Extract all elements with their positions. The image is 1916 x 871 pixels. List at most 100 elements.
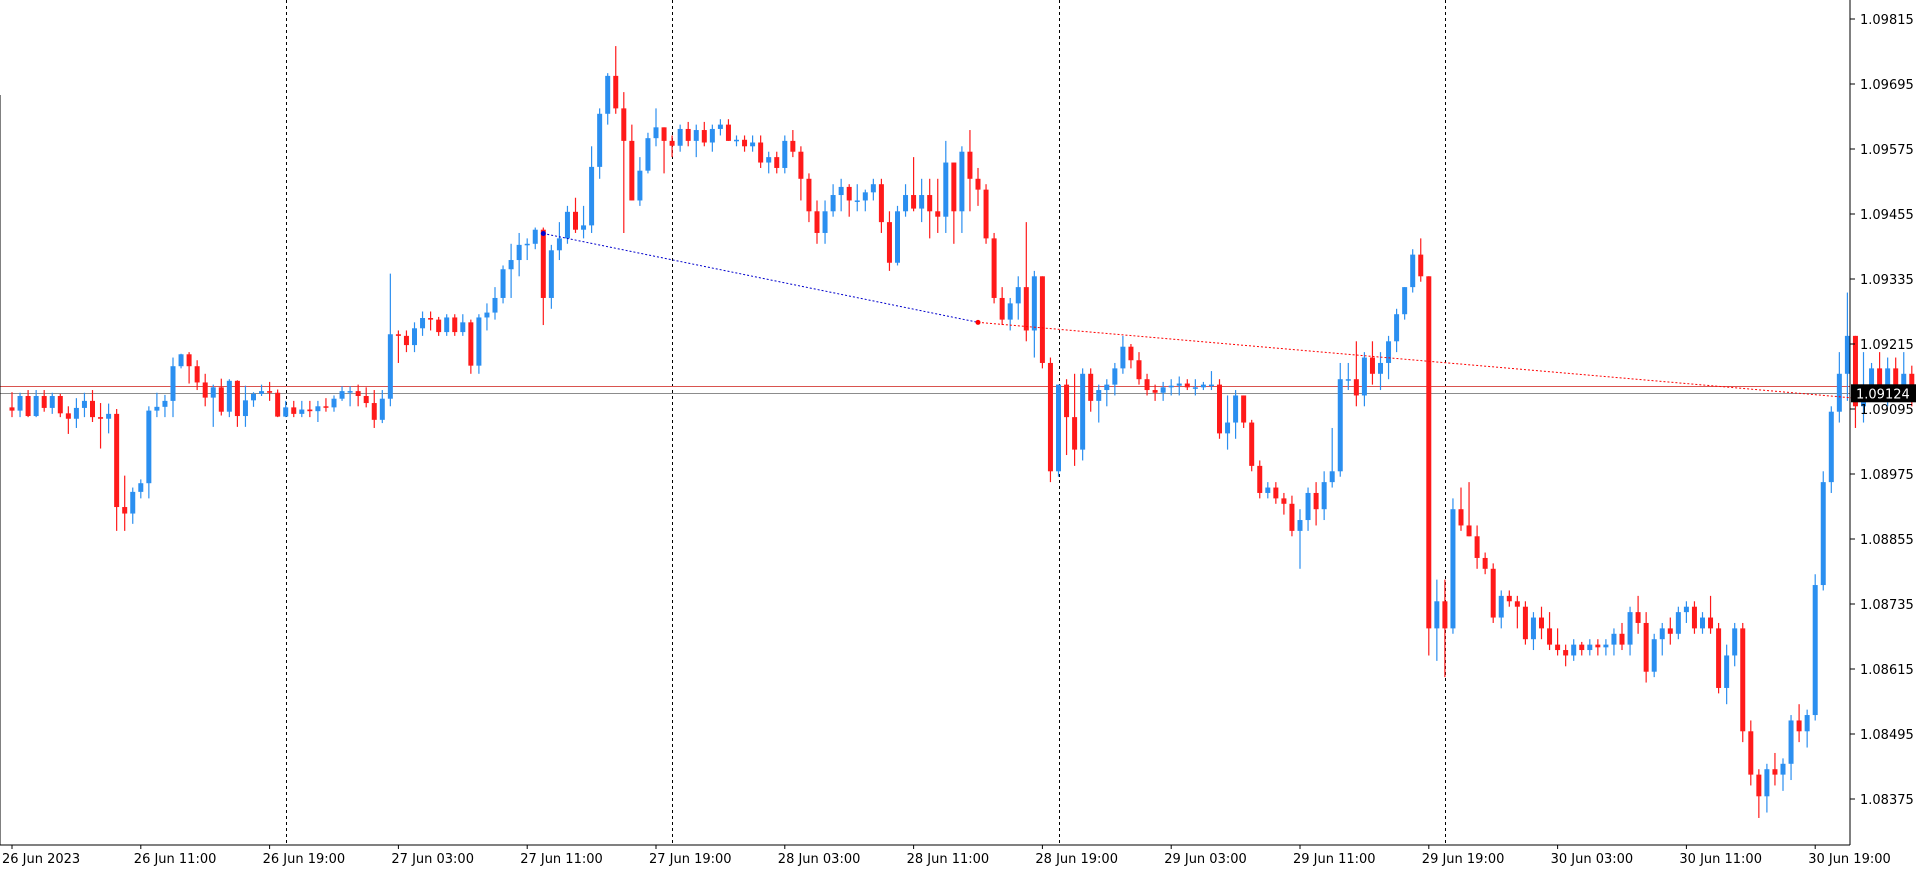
candle-body — [452, 317, 457, 332]
candle — [1217, 379, 1222, 439]
candle-body — [1797, 720, 1802, 731]
candle-body — [203, 382, 208, 397]
current-price-label: 1.09124 — [1856, 387, 1910, 402]
x-tick-label: 27 Jun 03:00 — [391, 852, 474, 867]
candle — [1652, 634, 1657, 677]
x-tick-label: 27 Jun 11:00 — [520, 852, 603, 867]
candle — [1491, 563, 1496, 623]
candle-body — [1740, 628, 1745, 731]
candle-body — [1837, 374, 1842, 412]
candle-body — [436, 320, 441, 332]
candle-body — [533, 230, 538, 244]
blue-trendline-anchor-start[interactable] — [541, 231, 546, 236]
candle-body — [718, 125, 723, 129]
candle-body — [654, 127, 659, 138]
candle-body — [1008, 303, 1013, 319]
x-tick-label: 30 Jun 19:00 — [1808, 852, 1891, 867]
candle-body — [444, 317, 449, 332]
candle-body — [388, 334, 393, 398]
candle — [1338, 363, 1343, 477]
candle-body — [171, 366, 176, 401]
candle-body — [428, 318, 433, 320]
candle-body — [1636, 612, 1641, 623]
candle-body — [1539, 618, 1544, 629]
candle-body — [1185, 384, 1190, 388]
candle-body — [959, 152, 964, 212]
candle-body — [1467, 525, 1472, 536]
candle-body — [774, 157, 779, 168]
candle-body — [1000, 298, 1005, 320]
candle-body — [122, 507, 127, 513]
candle-body — [90, 401, 95, 417]
candle-body — [823, 211, 828, 233]
candle — [1048, 358, 1053, 483]
candle-body — [1249, 423, 1254, 466]
candle-body — [645, 138, 650, 171]
candle-body — [420, 318, 425, 328]
candle-body — [549, 250, 554, 298]
candle-body — [1595, 645, 1600, 648]
candle-body — [1571, 645, 1576, 656]
y-tick-label: 1.09695 — [1860, 78, 1914, 93]
candle-body — [1281, 498, 1286, 503]
candle-body — [951, 163, 956, 212]
candle-body — [662, 127, 667, 141]
candle-body — [967, 152, 972, 179]
candle-body — [1660, 628, 1665, 639]
candle-body — [750, 143, 755, 147]
candle-body — [1128, 347, 1133, 361]
candle-body — [1016, 287, 1021, 303]
candle-body — [1764, 769, 1769, 796]
candle — [645, 133, 650, 174]
candle — [1740, 623, 1745, 742]
candle-body — [1265, 488, 1270, 493]
candle-body — [1772, 769, 1777, 774]
candle-body — [1322, 482, 1327, 509]
candle-body — [291, 407, 296, 414]
candle-body — [1137, 360, 1142, 379]
y-tick-label: 1.08375 — [1860, 793, 1914, 808]
candle-body — [364, 396, 369, 403]
candle-body — [1064, 385, 1069, 418]
candle-body — [1805, 715, 1810, 731]
candle-body — [702, 130, 707, 142]
candle-body — [766, 157, 771, 162]
candle-body — [1684, 607, 1689, 612]
candle-body — [1459, 509, 1464, 525]
candle-body — [1169, 386, 1174, 388]
candle-body — [927, 195, 932, 211]
candle-body — [847, 187, 852, 201]
candle-body — [138, 483, 143, 492]
candle-body — [1724, 655, 1729, 688]
candle-body — [1330, 471, 1335, 482]
candle-body — [1845, 336, 1850, 374]
candle-body — [1257, 466, 1262, 493]
candle-body — [742, 140, 747, 147]
candle-body — [1394, 314, 1399, 341]
candle-body — [798, 152, 803, 179]
candle-body — [1161, 387, 1166, 392]
x-tick-label: 26 Jun 2023 — [2, 852, 80, 867]
candle-body — [1298, 520, 1303, 531]
candle-body — [1579, 645, 1584, 650]
candle-body — [1225, 423, 1230, 434]
y-tick-label: 1.08975 — [1860, 468, 1914, 483]
candle-body — [871, 184, 876, 192]
candle-body — [879, 184, 884, 222]
candle-body — [581, 225, 586, 229]
candle-body — [58, 396, 63, 413]
candle-body — [1217, 385, 1222, 434]
candle-body — [162, 401, 167, 407]
candle-body — [340, 391, 345, 399]
candle-body — [283, 407, 288, 416]
candle-body — [525, 244, 530, 246]
candle-body — [404, 336, 409, 345]
candle-body — [34, 396, 39, 416]
red-trendline-anchor-start[interactable] — [976, 320, 981, 325]
candle-body — [1112, 368, 1117, 384]
candle-body — [1692, 607, 1697, 629]
candle-body — [976, 179, 981, 190]
y-tick-label: 1.09095 — [1860, 403, 1914, 418]
